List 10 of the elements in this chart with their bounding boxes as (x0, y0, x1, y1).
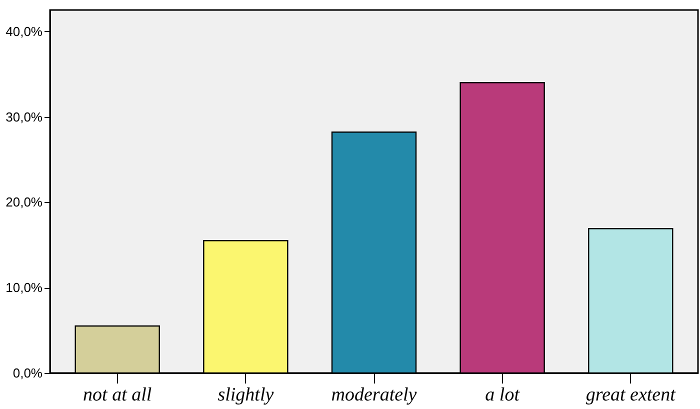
x-tick-label: moderately (331, 384, 418, 406)
x-tick-label: a lot (485, 384, 520, 406)
x-tick-label: slightly (218, 384, 274, 406)
x-tick-label: not at all (83, 384, 152, 406)
y-tick-label: 30,0% (6, 109, 43, 124)
y-tick-label: 40,0% (6, 24, 43, 39)
x-tick-label: great extent (586, 384, 676, 406)
y-tick-label: 10,0% (6, 280, 43, 296)
y-tick-label: 0,0% (12, 366, 43, 380)
y-tick-label: 20,0% (6, 194, 43, 210)
